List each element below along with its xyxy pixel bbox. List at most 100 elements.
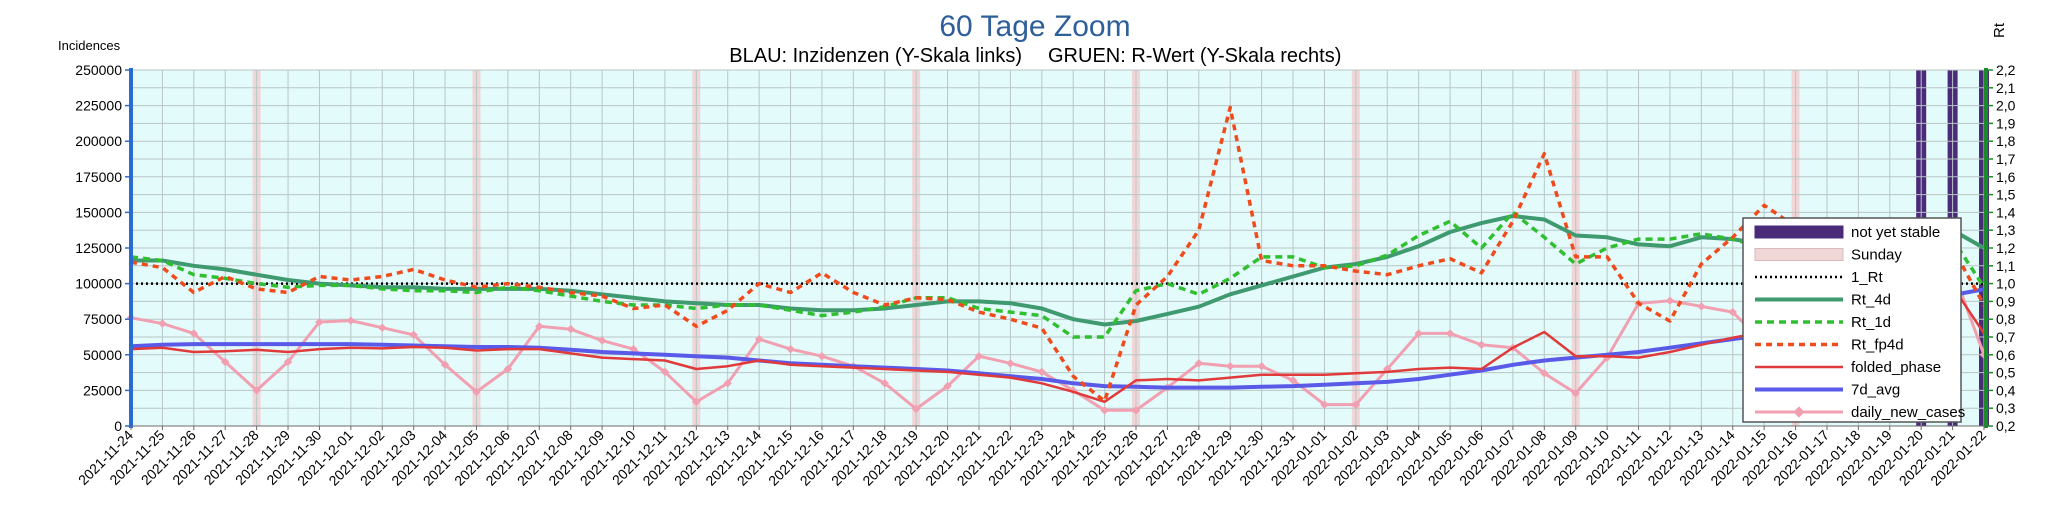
y-tick-label-right: 0,2 [1996,418,2016,434]
y-tick-label-right: 1,0 [1996,276,2016,292]
y-tick-label-left: 175000 [75,169,122,185]
data-point-daily-new-cases [535,322,544,331]
data-point-daily-new-cases [378,323,387,332]
data-point-daily-new-cases [880,379,890,388]
legend: not yet stable Sunday 1_Rt Rt_4d Rt_1d Rt_fp4… [1742,217,1965,423]
data-point-daily-new-cases [1477,340,1486,350]
data-point-daily-new-cases [1131,406,1141,415]
data-point-daily-new-cases [1351,400,1361,409]
y-tick-label-left: 50000 [83,347,122,363]
y-tick-label-left: 225000 [75,98,122,114]
y-tick-label-right: 1,7 [1996,151,2016,167]
y-tick-label-left: 75000 [83,311,122,327]
data-point-daily-new-cases [1288,376,1298,385]
data-point-daily-new-cases [1006,359,1015,368]
series-line-7d-avg [130,287,1985,390]
y-tick-label-right: 2,1 [1996,80,2016,96]
data-point-daily-new-cases [1037,367,1047,377]
data-point-daily-new-cases [1697,302,1706,311]
legend-label-7d-avg: 7d_avg [1851,382,1900,399]
data-point-daily-new-cases [692,397,701,407]
y-tick-label-left: 125000 [75,240,122,256]
data-point-daily-new-cases [1445,329,1455,338]
y-tick-label-right: 1,8 [1996,133,2016,149]
data-point-daily-new-cases [503,364,513,374]
data-point-daily-new-cases [1194,359,1204,368]
series-line-Rt-1d [130,210,1986,339]
y-tick-label-left: 100000 [75,276,122,292]
data-point-daily-new-cases [1225,361,1235,371]
legend-swatch-not-yet-stable [1754,225,1844,239]
data-point-daily-new-cases [220,357,230,367]
legend-label-daily-new-cases: daily_new_cases [1851,404,1965,421]
y-tick-label-right: 0,7 [1996,329,2016,345]
y-tick-label-right: 0,8 [1996,311,2016,327]
legend-label-Sunday: Sunday [1851,247,1902,264]
data-point-daily-new-cases [158,319,167,328]
legend-marker-daily-new-cases [1793,406,1805,418]
data-point-daily-new-cases [346,316,356,325]
data-point-daily-new-cases [440,360,450,370]
legend-label-not-yet-stable: not yet stable [1851,224,1940,241]
legend-label-1-Rt: 1_Rt [1851,269,1884,286]
data-point-daily-new-cases [754,334,764,344]
series-line-Rt-fp4d [130,105,1986,403]
data-point-daily-new-cases [1320,400,1329,409]
data-point-daily-new-cases [1100,406,1109,415]
y-tick-label-left: 150000 [75,204,122,220]
data-point-daily-new-cases [472,387,481,397]
data-point-daily-new-cases [597,336,607,345]
data-point-daily-new-cases [1414,329,1423,338]
y-tick-label-right: 1,1 [1996,258,2016,274]
y-axis-left-title: Incidences [58,38,121,53]
data-point-daily-new-cases [974,351,984,361]
legend-swatch-Sunday [1754,248,1844,261]
y-tick-label-left: 200000 [75,133,122,149]
axes: 0 25000 50000 75000 100000 125000 150000 175000… [75,62,2015,434]
chart-title: 60 Tage Zoom [939,10,1130,43]
x-tick-labels: 2021-11-242021-11-252021-11-262021-11-27… [75,426,1989,489]
y-tick-label-right: 2,0 [1996,98,2016,114]
y-tick-label-left: 25000 [83,382,122,398]
legend-label-folded-phase: folded_phase [1851,359,1941,376]
y-axis-right-title: Rt [1991,22,2008,38]
y-tick-label-right: 2,2 [1996,62,2016,78]
data-point-daily-new-cases [409,330,418,340]
data-point-daily-new-cases [1571,389,1580,398]
y-tick-label-right: 1,5 [1996,187,2016,203]
y-tick-label-left: 0 [114,418,122,434]
y-tick-label-right: 0,4 [1996,382,2016,398]
y-tick-label-left: 250000 [75,62,122,78]
y-tick-label-right: 0,9 [1996,293,2016,309]
data-point-daily-new-cases [817,351,827,361]
data-point-daily-new-cases [252,386,261,395]
y-tick-label-right: 0,5 [1996,365,2016,381]
data-point-daily-new-cases [660,367,670,377]
data-point-daily-new-cases [1665,296,1675,305]
y-tick-label-right: 1,4 [1996,204,2016,220]
data-point-daily-new-cases [1257,361,1266,371]
y-tick-label-right: 1,3 [1996,222,2016,238]
chart-subtitle-right: GRUEN: R-Wert (Y-Skala rechts) [1048,45,1341,67]
y-tick-label-right: 1,6 [1996,169,2016,185]
data-point-daily-new-cases [911,404,921,414]
chart-subtitle-left: BLAU: Inzidenzen (Y-Skala links) [729,45,1022,67]
series-line-Rt-4d [131,214,1985,327]
data-point-daily-new-cases [629,344,638,354]
data-point-daily-new-cases [189,329,199,338]
legend-label-Rt-1d: Rt_1d [1851,314,1891,331]
data-point-daily-new-cases [723,379,732,388]
data-point-daily-new-cases [1540,369,1549,378]
legend-label-Rt-4d: Rt_4d [1851,292,1891,309]
data-point-daily-new-cases [315,317,324,327]
data-point-daily-new-cases [283,357,293,367]
y-tick-label-right: 1,9 [1996,115,2016,131]
y-tick-label-right: 0,3 [1996,400,2016,416]
grid-lines [130,69,1985,427]
data-point-daily-new-cases [1728,307,1737,317]
y-tick-label-right: 1,2 [1996,240,2016,256]
y-tick-label-right: 0,6 [1996,347,2016,363]
data-point-daily-new-cases [786,344,795,354]
data-point-daily-new-cases [943,381,952,391]
data-point-daily-new-cases [566,324,575,334]
